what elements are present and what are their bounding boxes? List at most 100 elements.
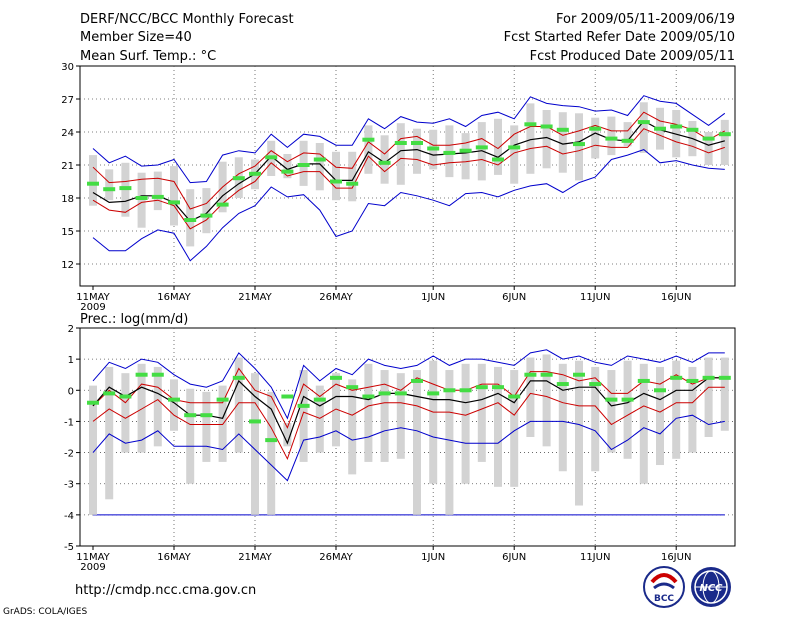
spread-bar <box>461 133 470 180</box>
forecast-marker <box>394 141 407 145</box>
x-tick-label: 16MAY <box>157 552 191 563</box>
spread-bar <box>607 116 616 156</box>
x-tick-label: 16MAY <box>157 292 191 303</box>
forecast-marker <box>200 213 213 218</box>
y-tick-label: 2 <box>68 324 74 335</box>
temp-panel-title: Mean Surf. Temp.: °C <box>80 49 216 64</box>
y-tick-label: 0 <box>68 386 74 397</box>
forecast-marker <box>670 124 683 129</box>
x-tick-label: 11MAY <box>76 292 110 303</box>
y-tick-label: -5 <box>64 542 74 553</box>
forecast-marker <box>249 419 261 424</box>
y-tick-label: -3 <box>64 480 74 491</box>
x-tick-label: 1JUN <box>421 292 445 303</box>
series-line-max <box>92 349 725 420</box>
series-line-lower <box>92 128 725 230</box>
fcst-started-date: Fcst Started Refer Date 2009/05/10 <box>504 30 735 45</box>
x-tick-label: 6JUN <box>502 292 526 303</box>
forecast-marker <box>297 163 310 167</box>
spread-bar <box>396 373 405 459</box>
forecast-marker <box>232 176 245 181</box>
spread-bar <box>251 373 259 515</box>
series-line-upper <box>92 367 725 429</box>
forecast-marker <box>621 397 634 402</box>
forecast-period: For 2009/05/11-2009/06/19 <box>556 12 735 27</box>
y-tick-label: 30 <box>61 62 74 73</box>
forecast-marker <box>427 146 440 151</box>
spread-bar <box>429 360 438 484</box>
spread-bar <box>591 366 600 472</box>
forecast-marker <box>556 127 569 132</box>
spread-bar <box>639 363 648 484</box>
y-tick-label: 1 <box>68 355 74 366</box>
spread-bar <box>315 143 324 191</box>
forecast-marker <box>151 372 164 377</box>
forecast-marker <box>200 413 213 418</box>
forecast-marker <box>443 150 456 155</box>
spread-bar <box>299 370 308 462</box>
spread-bar <box>396 123 405 185</box>
spread-bar <box>153 366 162 447</box>
plot-frame <box>79 327 736 547</box>
x-tick-label: 1JUN <box>421 552 445 563</box>
series-line-max <box>92 95 726 184</box>
spread-bar <box>364 363 373 462</box>
plot-frame <box>79 65 736 287</box>
x-tick-label: 11JUN <box>580 552 610 563</box>
spread-bar <box>623 360 632 459</box>
x-year-label: 2009 <box>80 302 105 313</box>
forecast-marker <box>216 202 229 207</box>
x-tick-label: 11JUN <box>580 292 610 303</box>
spread-bar <box>380 135 389 184</box>
spread-bar <box>477 363 486 462</box>
y-tick-label: 12 <box>61 260 74 271</box>
forecast-marker <box>654 126 666 131</box>
x-year-label: 2009 <box>80 562 105 573</box>
spread-bar <box>267 391 276 515</box>
spread-bar <box>348 379 357 475</box>
forecast-marker <box>281 169 294 174</box>
spread-bar <box>105 366 114 500</box>
series-line-min <box>92 414 725 482</box>
spread-bar <box>510 125 519 184</box>
forecast-marker <box>621 138 634 143</box>
spread-bar <box>186 388 195 484</box>
x-tick-label: 16JUN <box>661 552 691 563</box>
ncc-logo-icon: NCC <box>691 567 731 607</box>
spread-bar <box>413 370 421 515</box>
fcst-produced-date: Fcst Produced Date 2009/05/11 <box>530 49 735 64</box>
forecast-marker <box>346 385 359 390</box>
forecast-marker <box>378 160 391 165</box>
y-tick-label: 15 <box>61 227 74 238</box>
series-line-upper <box>92 111 726 210</box>
spread-bar <box>720 119 729 165</box>
spread-bar <box>575 113 583 181</box>
forecast-marker <box>589 126 602 131</box>
spread-bar <box>380 370 389 462</box>
forecast-marker <box>119 186 132 191</box>
forecast-marker <box>637 378 650 383</box>
series-line-min <box>92 149 725 262</box>
spread-bar <box>170 379 178 431</box>
forecast-marker <box>654 388 666 393</box>
spread-bar <box>494 366 502 487</box>
spread-bar <box>494 118 502 175</box>
spread-bar <box>526 357 535 437</box>
spread-bar <box>656 366 664 466</box>
spread-bar <box>672 360 681 459</box>
forecast-marker <box>362 137 375 142</box>
forecast-marker <box>459 388 472 393</box>
forecast-marker <box>151 194 164 199</box>
x-tick-label: 6JUN <box>502 552 526 563</box>
spread-bar <box>526 103 535 174</box>
forecast-marker <box>524 372 537 377</box>
y-tick-label: 24 <box>61 128 74 139</box>
y-tick-label: -1 <box>64 417 74 428</box>
forecast-marker <box>686 127 699 132</box>
spread-bar <box>461 363 470 484</box>
forecast-marker <box>168 397 180 402</box>
spread-bar <box>202 391 211 462</box>
y-tick-label: 27 <box>61 95 74 106</box>
precip-panel-title: Prec.: log(mm/d) <box>80 312 188 327</box>
spread-bar <box>364 125 373 174</box>
